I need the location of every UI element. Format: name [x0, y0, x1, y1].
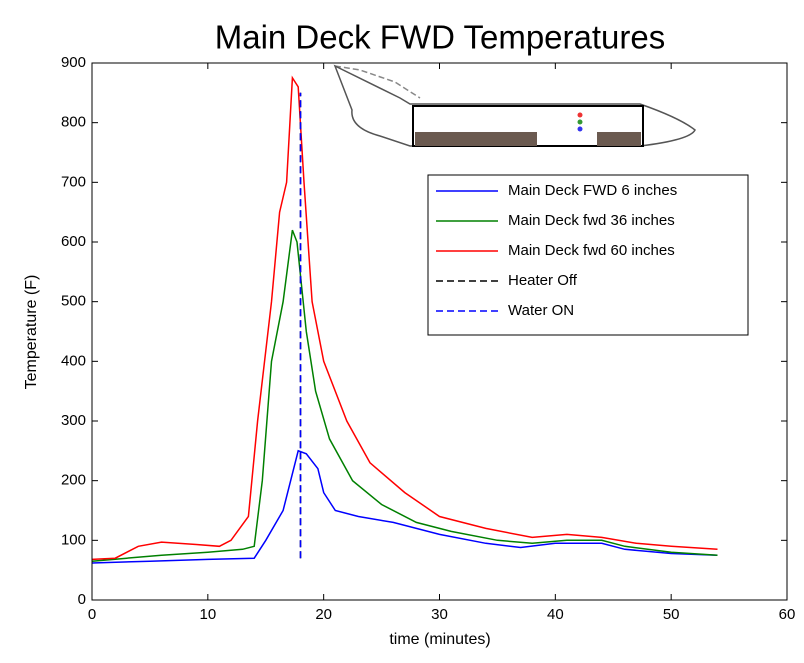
legend-label: Heater Off: [508, 272, 578, 289]
y-tick-label: 200: [61, 472, 86, 489]
plot-area: 0 10 20 30 40 50 60010020030040050060070080090…: [61, 54, 795, 623]
legend: Main Deck FWD 6 inches Main Deck fwd 36 i…: [427, 174, 749, 336]
y-tick-label: 400: [61, 352, 86, 369]
x-tick-label: 20: [315, 606, 332, 623]
tail-outline: [334, 65, 421, 99]
x-tick-label: 40: [547, 606, 564, 623]
y-tick-label: 600: [61, 233, 86, 250]
aircraft-illustration: [333, 64, 696, 147]
legend-label: Water ON: [508, 302, 574, 319]
x-tick-label: 10: [199, 606, 216, 623]
legend-box: [427, 174, 749, 336]
x-tick-label: 60: [779, 606, 796, 623]
legend-label: Main Deck fwd 36 inches: [508, 212, 675, 229]
y-tick-label: 800: [61, 114, 86, 131]
y-tick-label: 500: [61, 293, 86, 310]
y-axis-label: Temperature (F): [23, 275, 40, 390]
series-line: [91, 229, 718, 562]
legend-label: Main Deck FWD 6 inches: [508, 182, 677, 199]
y-tick-label: 700: [61, 173, 86, 190]
sensor-dot: [577, 112, 583, 118]
x-tick-label: 50: [663, 606, 680, 623]
legend-label: Main Deck fwd 60 inches: [508, 242, 675, 259]
cabin-floor: [597, 132, 641, 146]
sensor-dot: [577, 119, 583, 125]
sensor-dot: [577, 126, 583, 132]
y-tick-label: 300: [61, 412, 86, 429]
x-tick-label: 30: [431, 606, 448, 623]
y-tick-label: 100: [61, 531, 86, 548]
chart-title: Main Deck FWD Temperatures: [215, 19, 666, 56]
cabin-floor: [415, 132, 537, 146]
y-tick-label: 900: [61, 54, 86, 71]
series-line: [91, 449, 718, 564]
y-tick-label: 0: [78, 591, 86, 608]
x-axis-label: time (minutes): [389, 631, 490, 648]
x-tick-label: 0: [88, 606, 96, 623]
